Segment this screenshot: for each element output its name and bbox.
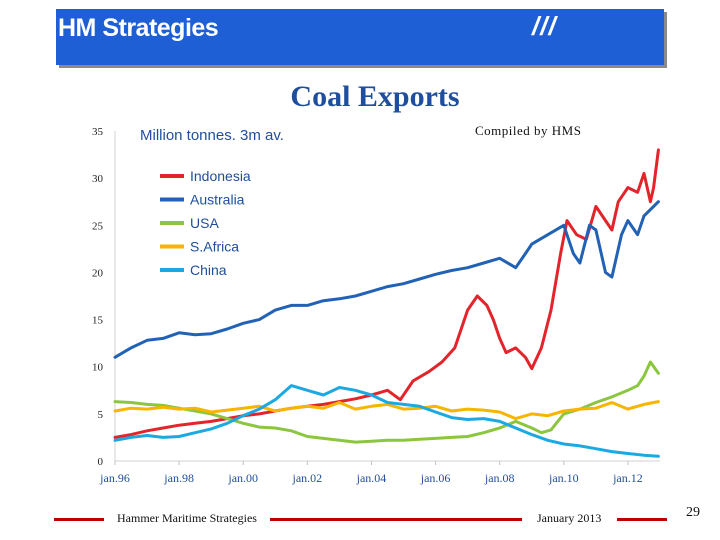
y-tick-label: 0	[98, 456, 104, 468]
legend-label: S.Africa	[190, 239, 239, 255]
header-logo: ///	[532, 11, 557, 41]
y-tick-label: 10	[92, 362, 104, 374]
footer-line-middle	[270, 518, 522, 521]
legend-label: China	[190, 262, 227, 278]
footer-line-left	[54, 518, 104, 521]
y-tick-label: 30	[92, 173, 104, 185]
x-tick-label: jan.98	[163, 471, 194, 485]
legend-label: Indonesia	[190, 168, 251, 184]
footer-company: Hammer Maritime Strategies	[117, 511, 257, 525]
y-tick-label: 5	[98, 409, 104, 421]
x-tick-label: jan.96	[99, 471, 130, 485]
y-axis-label: Million tonnes. 3m av.	[140, 127, 284, 144]
chart-annotation: Compiled by HMS	[475, 123, 582, 138]
footer-date: January 2013	[537, 511, 602, 525]
y-tick-label: 15	[92, 315, 104, 327]
chart-title: Coal Exports	[290, 80, 460, 113]
x-tick-label: jan.06	[420, 471, 451, 485]
header-bar	[56, 9, 664, 65]
x-tick-label: jan.02	[292, 471, 323, 485]
legend-label: USA	[190, 215, 219, 231]
x-tick-label: jan.04	[356, 471, 387, 485]
legend-label: Australia	[190, 192, 245, 208]
footer-line-right	[617, 518, 667, 521]
series-line-australia	[113, 200, 660, 359]
page-number: 29	[686, 505, 700, 520]
y-tick-label: 20	[92, 267, 104, 279]
x-tick-label: jan.10	[548, 471, 579, 485]
y-tick-label: 35	[92, 126, 104, 138]
header-title: HM Strategies	[58, 14, 219, 42]
series-line-usa	[113, 360, 660, 444]
x-tick-label: jan.08	[484, 471, 515, 485]
series-line-china	[113, 384, 660, 458]
y-tick-label: 25	[92, 220, 104, 232]
x-tick-label: jan.00	[227, 471, 258, 485]
series-line-safrica	[113, 400, 660, 421]
x-tick-label: jan.12	[612, 471, 643, 485]
